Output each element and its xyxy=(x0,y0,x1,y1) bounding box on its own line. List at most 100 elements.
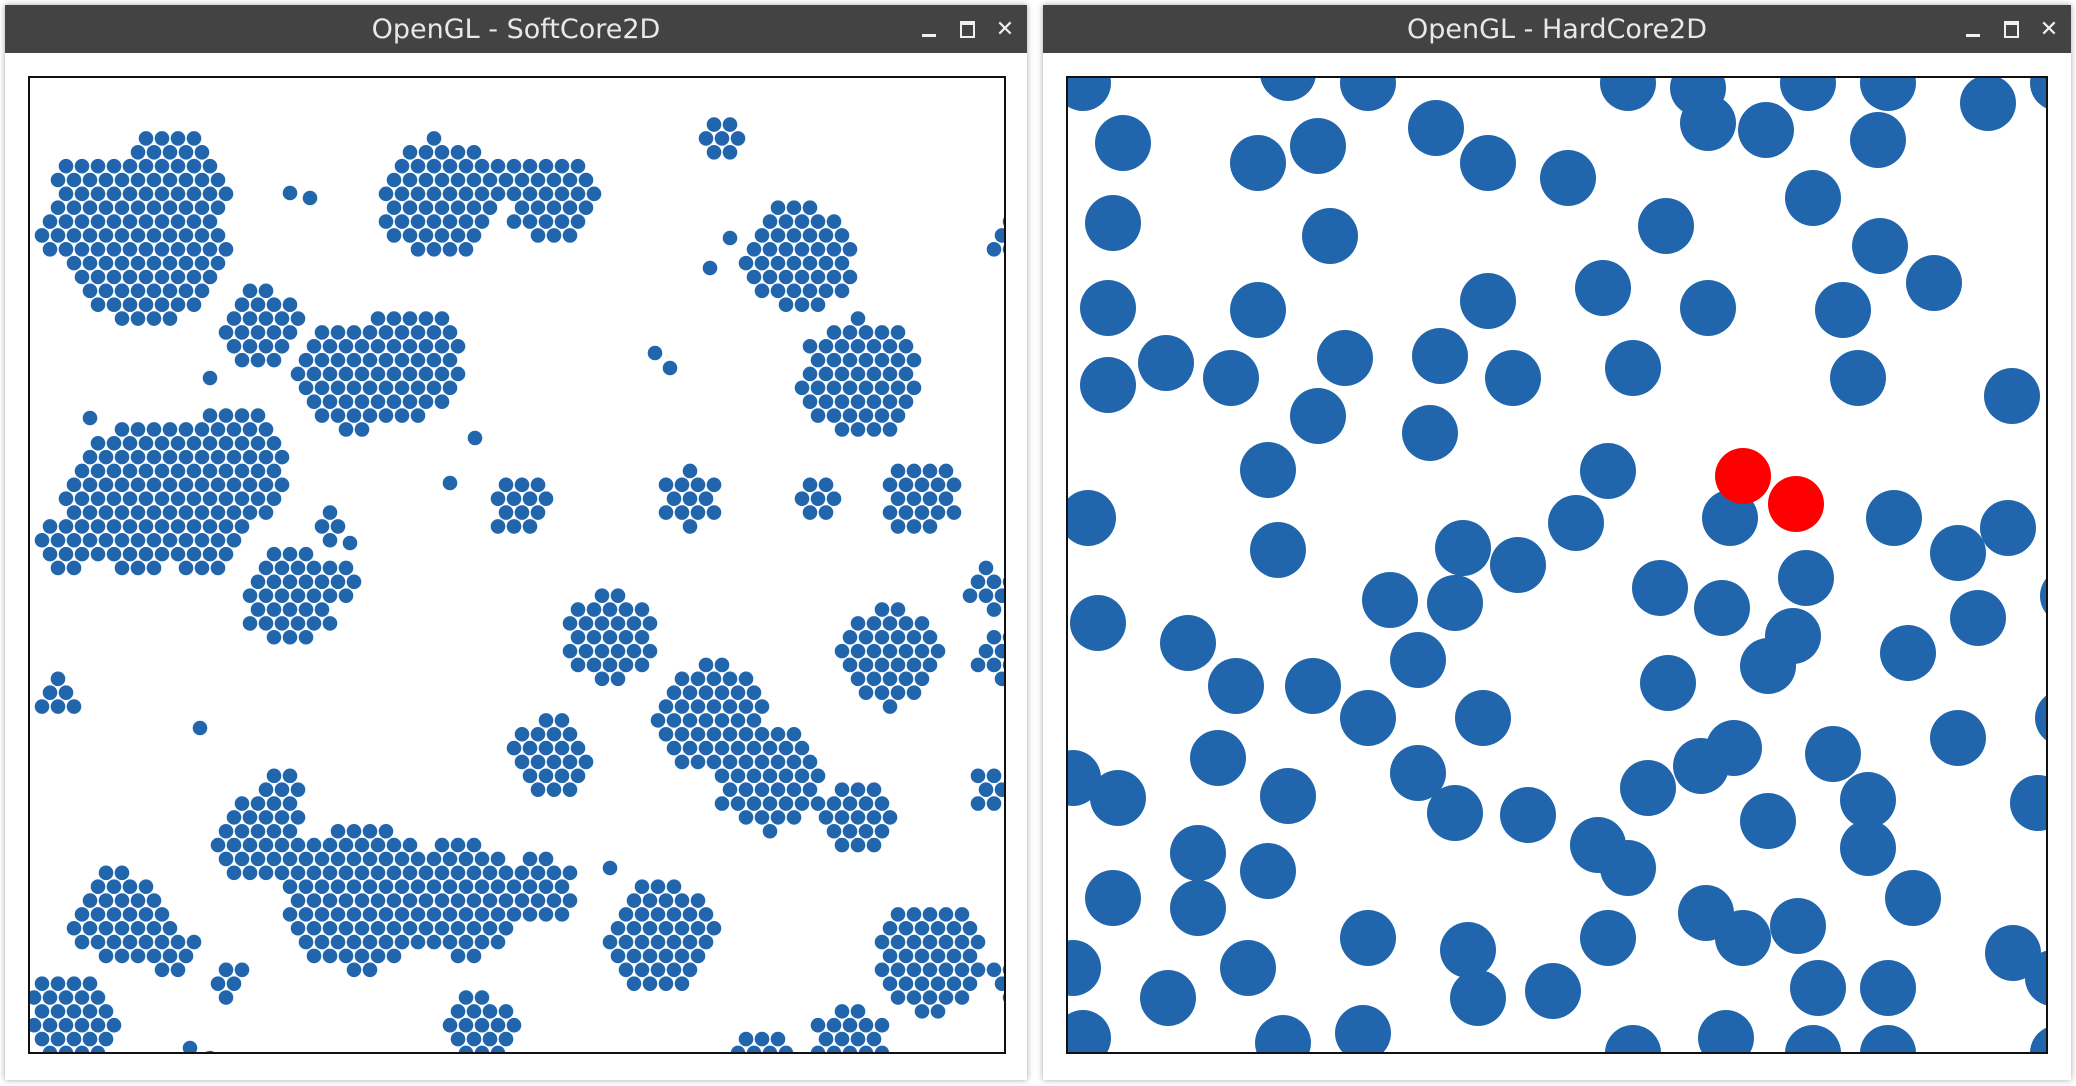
particle xyxy=(58,1017,74,1033)
particle xyxy=(418,893,434,908)
close-icon[interactable]: ✕ xyxy=(995,16,1015,42)
particle xyxy=(914,920,930,936)
particle xyxy=(418,172,434,188)
particle xyxy=(930,976,946,991)
particle xyxy=(314,352,330,368)
particle xyxy=(66,172,82,188)
window-titlebar[interactable]: OpenGL - HardCore2D ✕ xyxy=(1043,5,2071,53)
particle xyxy=(770,200,786,216)
particle xyxy=(322,366,338,382)
particle xyxy=(1632,560,1688,616)
particle xyxy=(866,1031,882,1047)
particle xyxy=(378,186,394,202)
particle xyxy=(426,214,442,229)
window-title: OpenGL - HardCore2D xyxy=(1406,13,1708,45)
simulation-viewport[interactable] xyxy=(1066,76,2048,1054)
particle xyxy=(842,823,858,839)
particle xyxy=(842,408,858,423)
particle xyxy=(178,172,194,188)
particle xyxy=(562,754,578,770)
minimize-icon[interactable] xyxy=(1961,17,1985,41)
particle xyxy=(570,214,586,229)
particle xyxy=(850,311,866,326)
particle xyxy=(370,394,386,409)
particle xyxy=(346,907,362,922)
particle xyxy=(458,851,474,867)
particle xyxy=(1694,580,1750,636)
particle xyxy=(522,768,538,784)
particle xyxy=(282,574,298,590)
softcore-canvas[interactable] xyxy=(30,78,1004,1052)
particle xyxy=(370,865,386,881)
particle xyxy=(90,214,106,229)
particle xyxy=(1460,273,1516,329)
particle xyxy=(570,629,586,645)
particle xyxy=(34,976,50,991)
hardcore-canvas[interactable] xyxy=(1068,78,2046,1052)
particle xyxy=(210,560,226,576)
softcore-window[interactable]: OpenGL - SoftCore2D ✕ xyxy=(5,5,1027,1080)
particle xyxy=(458,214,474,229)
particle xyxy=(898,616,914,631)
particle xyxy=(258,810,274,825)
particle xyxy=(82,505,98,520)
particle xyxy=(874,352,890,368)
particle xyxy=(290,810,306,825)
particle xyxy=(874,685,890,700)
particle xyxy=(762,241,778,257)
particle xyxy=(874,962,890,978)
particle xyxy=(146,920,162,936)
particle xyxy=(730,768,746,784)
particle xyxy=(234,796,250,811)
particle xyxy=(274,616,290,631)
simulation-viewport[interactable] xyxy=(28,76,1006,1054)
particle xyxy=(890,657,906,673)
particle xyxy=(562,616,578,631)
particle xyxy=(250,463,266,479)
maximize-icon[interactable] xyxy=(1999,17,2023,41)
particle xyxy=(1230,135,1286,191)
particle xyxy=(642,893,658,908)
particle xyxy=(386,893,402,908)
particle xyxy=(1698,1010,1754,1052)
particle xyxy=(514,172,530,188)
hardcore-window[interactable]: OpenGL - HardCore2D ✕ xyxy=(1043,5,2071,1080)
window-titlebar[interactable]: OpenGL - SoftCore2D ✕ xyxy=(5,5,1027,53)
particle xyxy=(82,1004,98,1019)
particle xyxy=(194,200,210,216)
particle xyxy=(698,907,714,922)
maximize-icon[interactable] xyxy=(955,17,979,41)
particle xyxy=(242,616,258,631)
particle xyxy=(98,228,114,243)
particle xyxy=(538,768,554,784)
particle xyxy=(322,865,338,881)
particle xyxy=(130,505,146,520)
particle xyxy=(930,1004,946,1019)
particle xyxy=(282,879,298,894)
particle xyxy=(570,768,586,784)
particle xyxy=(466,948,482,964)
particle xyxy=(98,532,114,548)
particle xyxy=(474,214,490,229)
particle xyxy=(674,699,690,714)
particle xyxy=(642,616,658,631)
particle xyxy=(1160,615,1216,671)
particle xyxy=(138,546,154,562)
particle xyxy=(146,255,162,271)
particle xyxy=(42,685,58,700)
particle xyxy=(826,408,842,423)
minimize-icon[interactable] xyxy=(917,17,941,41)
particle xyxy=(330,519,346,534)
particle xyxy=(802,283,818,299)
particle xyxy=(490,851,506,867)
particle xyxy=(258,560,274,576)
particle xyxy=(106,463,122,479)
particle xyxy=(1460,135,1516,191)
particle xyxy=(922,934,938,950)
particle xyxy=(882,422,898,437)
particle xyxy=(34,228,50,243)
particle xyxy=(114,948,130,964)
particle xyxy=(186,269,202,285)
close-icon[interactable]: ✕ xyxy=(2039,16,2059,42)
particle xyxy=(34,1004,50,1019)
